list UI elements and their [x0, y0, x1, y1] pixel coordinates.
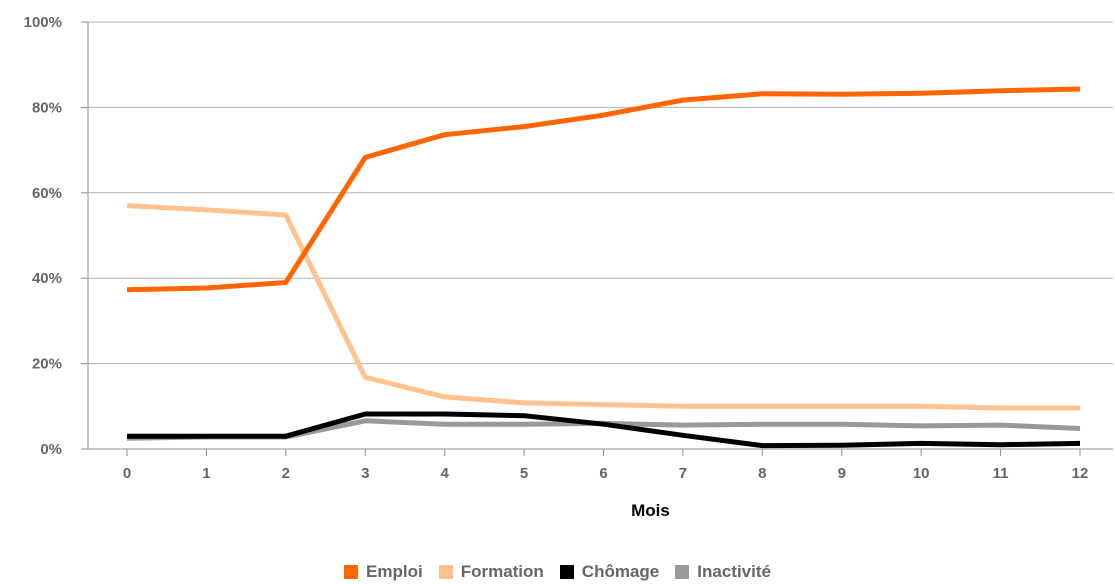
legend-swatch	[344, 565, 359, 579]
y-tick-label: 80%	[32, 99, 62, 116]
series-lines	[126, 86, 1081, 449]
y-tick-label: 60%	[32, 185, 62, 202]
x-tick-label: 10	[913, 465, 930, 482]
legend-item-formation: Formation	[438, 562, 544, 582]
x-axis-ticks: 0 1 2 3 4 5 6 7 8 9 10 11 12	[123, 449, 1089, 482]
y-axis-ticks: 0% 20% 40% 60% 80% 100%	[24, 14, 88, 458]
x-tick-label: 8	[758, 465, 766, 482]
x-tick-label: 5	[520, 465, 528, 482]
x-tick-label: 3	[361, 465, 369, 482]
x-tick-label: 11	[993, 465, 1009, 482]
legend-label: Inactivité	[697, 562, 771, 581]
x-tick-label: 12	[1072, 465, 1089, 482]
gridlines	[88, 21, 1113, 365]
legend-item-inactivite: Inactivité	[675, 562, 771, 582]
x-tick-label: 9	[838, 465, 846, 482]
series-line-chomage	[127, 411, 1081, 449]
legend-swatch	[675, 565, 690, 579]
x-tick-label: 2	[282, 465, 290, 482]
y-tick-label: 0%	[40, 441, 62, 458]
legend-label: Chômage	[581, 562, 660, 581]
series-line-emploi	[126, 86, 1081, 293]
x-tick-label: 1	[202, 465, 210, 482]
legend-item-emploi: Emploi	[344, 562, 423, 582]
x-axis-title: Mois	[631, 501, 670, 520]
line-chart: 0%20%40%60%80%100% 0 1 2 3 4 5 6 7 8 9 10 11 12 Mois	[24, 14, 1113, 520]
legend-label: Emploi	[366, 562, 423, 581]
x-tick-label: 4	[440, 465, 449, 482]
legend-swatch	[438, 565, 453, 579]
legend-swatch	[559, 565, 574, 579]
axes	[87, 22, 1113, 450]
series-line-formation	[126, 203, 1080, 411]
legend: Emploi Formation Chômage Inactivité	[0, 560, 1115, 584]
y-tick-label: 40%	[32, 270, 62, 287]
x-tick-label: 0	[123, 465, 131, 482]
y-tick-label: 20%	[32, 356, 62, 373]
y-tick-label: 100%	[24, 14, 62, 31]
legend-label: Formation	[460, 562, 544, 581]
x-tick-label: 6	[599, 465, 607, 482]
x-tick-label: 7	[679, 465, 687, 482]
legend-item-chomage: Chômage	[559, 562, 660, 582]
